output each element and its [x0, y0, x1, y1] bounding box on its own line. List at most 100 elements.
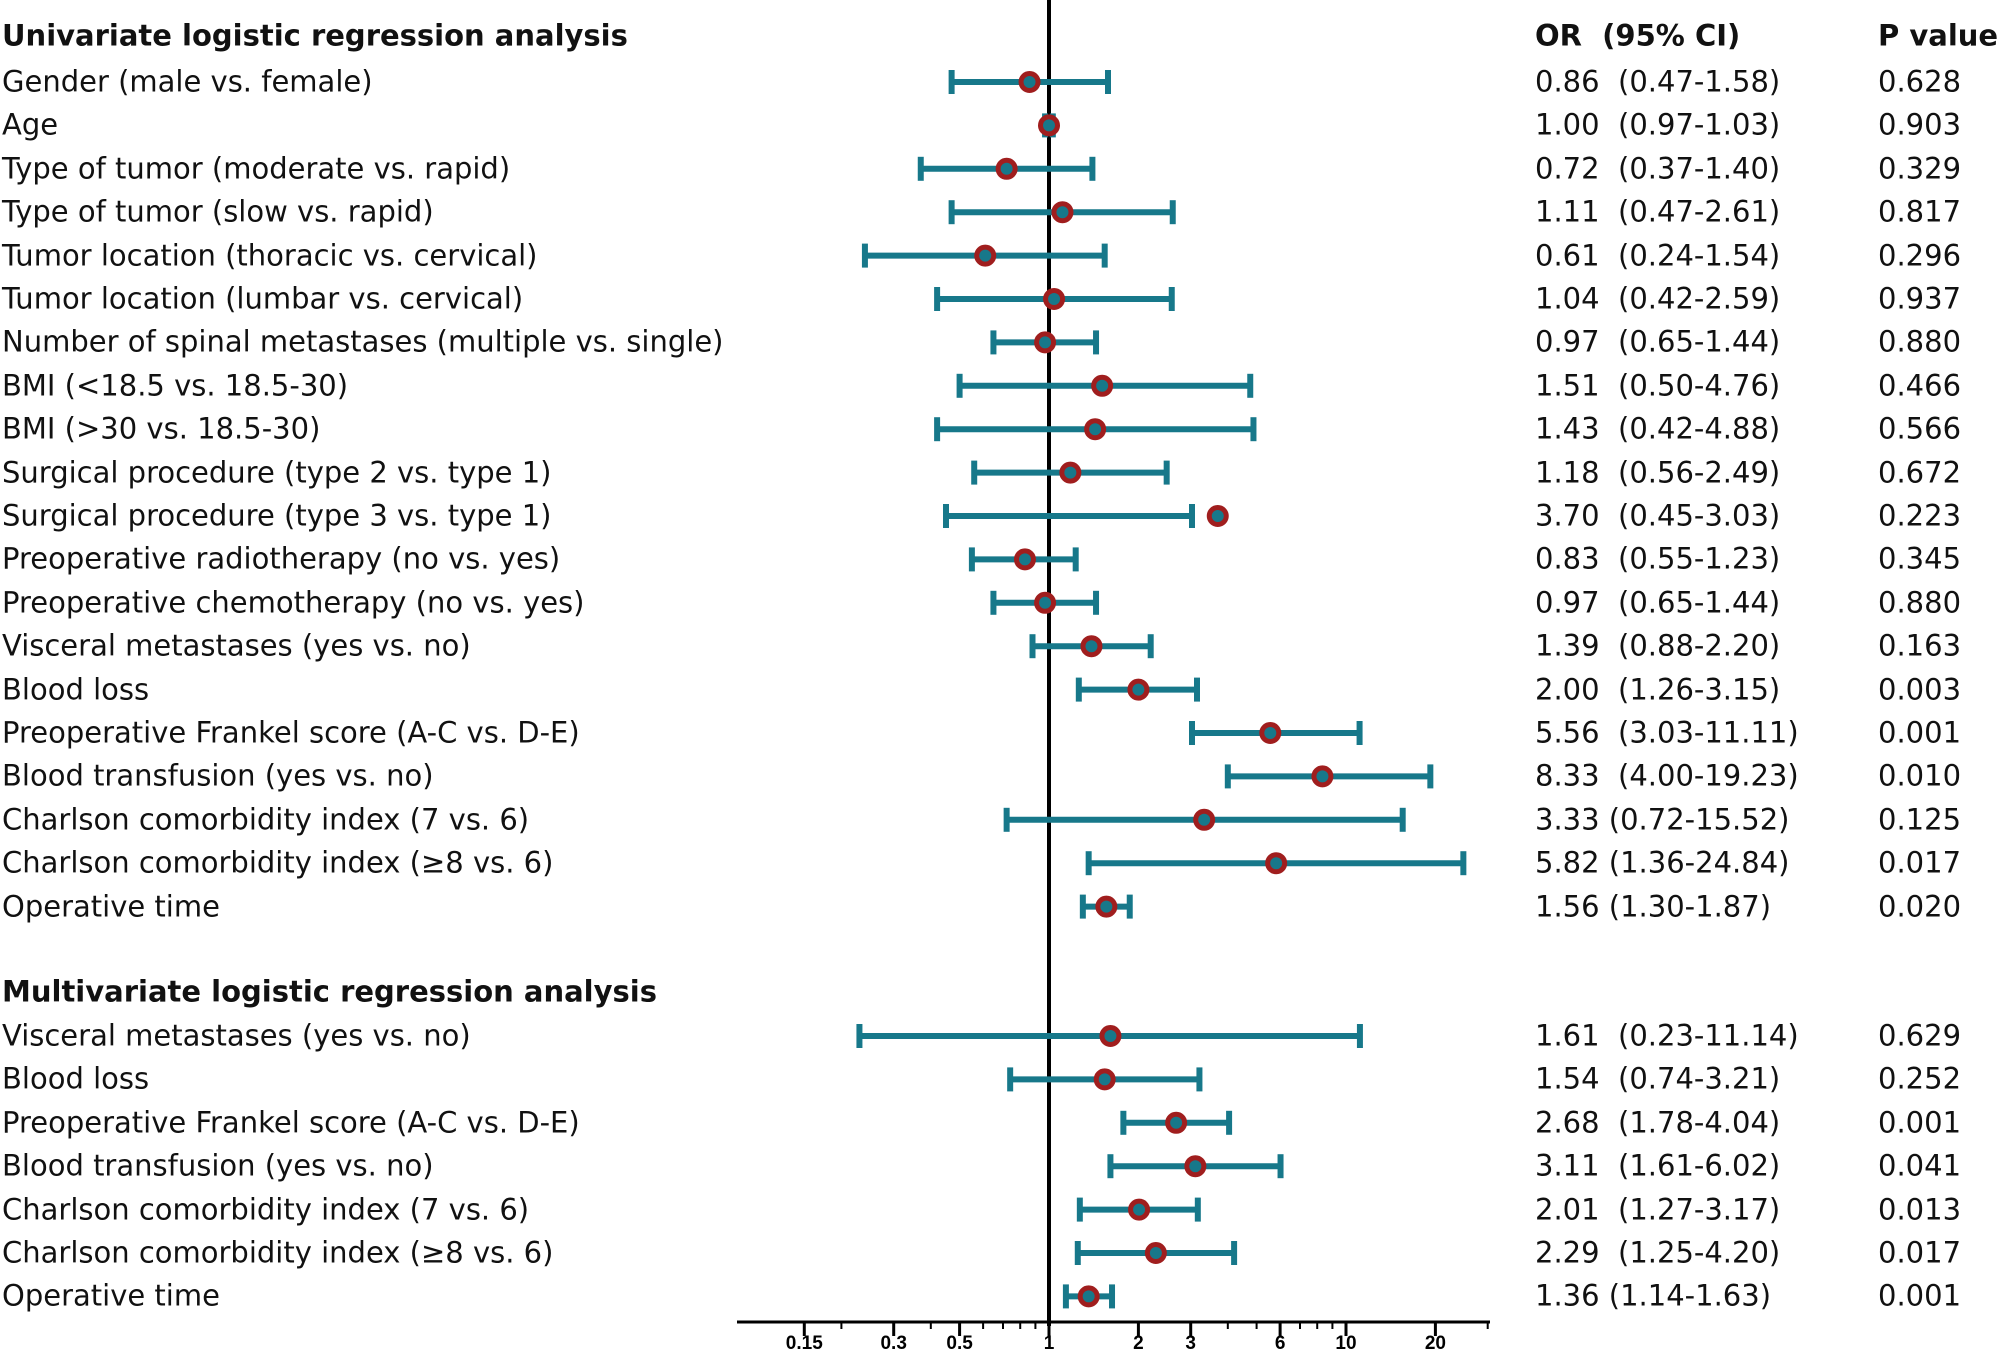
odds-ratio-point [1091, 374, 1114, 397]
odds-ratio-point [1206, 505, 1229, 527]
odds-ratio-point [1077, 1285, 1100, 1308]
row-label: Charlson comorbidity index (≥8 vs. 6) [2, 1235, 554, 1270]
x-tick-label: 10 [1335, 1333, 1356, 1352]
row-label: Preoperative Frankel score (A-C vs. D-E) [2, 1105, 580, 1140]
row-label: Surgical procedure (type 3 vs. type 1) [2, 498, 552, 533]
odds-ratio-point [1059, 461, 1082, 484]
p-value: 0.041 [1878, 1148, 1962, 1183]
x-tick-label: 20 [1425, 1333, 1446, 1352]
p-value: 0.163 [1878, 628, 1962, 663]
row-label: Charlson comorbidity index (≥8 vs. 6) [2, 845, 554, 880]
p-value: 0.628 [1878, 64, 1962, 99]
p-value: 0.223 [1878, 498, 1962, 533]
odds-ratio-value: 1.00 (0.97-1.03) [1535, 107, 1781, 142]
p-value: 0.013 [1878, 1192, 1962, 1227]
odds-ratio-point [974, 244, 997, 267]
p-value: 0.566 [1878, 411, 1962, 446]
odds-ratio-value: 1.61 (0.23-11.14) [1535, 1018, 1799, 1053]
p-value: 0.017 [1878, 1235, 1962, 1270]
odds-ratio-value: 1.39 (0.88-2.20) [1535, 628, 1781, 663]
odds-ratio-value: 8.33 (4.00-19.23) [1535, 758, 1799, 793]
odds-ratio-value: 1.54 (0.74-3.21) [1535, 1061, 1781, 1096]
odds-ratio-value: 0.83 (0.55-1.23) [1535, 541, 1781, 576]
odds-ratio-point [1013, 548, 1036, 571]
p-value: 0.466 [1878, 368, 1962, 403]
odds-ratio-point [1084, 418, 1107, 441]
p-value: 0.125 [1878, 802, 1962, 837]
p-value: 0.880 [1878, 324, 1962, 359]
p-value: 0.903 [1878, 107, 1962, 142]
row-label: BMI (>30 vs. 18.5-30) [2, 411, 321, 446]
odds-ratio-value: 1.36 (1.14-1.63) [1535, 1278, 1772, 1313]
odds-ratio-point [1038, 114, 1060, 137]
row-label: Tumor location (thoracic vs. cervical) [2, 238, 538, 273]
odds-ratio-point [1034, 591, 1057, 614]
odds-ratio-point [1127, 678, 1150, 701]
odds-ratio-value: 1.43 (0.42-4.88) [1535, 411, 1781, 446]
odds-ratio-value: 3.33 (0.72-15.52) [1535, 802, 1790, 837]
p-value: 0.003 [1878, 672, 1962, 707]
p-value: 0.345 [1878, 541, 1962, 576]
x-tick-label: 0.5 [946, 1333, 973, 1352]
odds-ratio-point [1259, 722, 1282, 744]
odds-ratio-value: 2.29 (1.25-4.20) [1535, 1235, 1781, 1270]
odds-ratio-point [995, 157, 1018, 180]
p-value: 0.629 [1878, 1018, 1962, 1053]
row-label: Charlson comorbidity index (7 vs. 6) [2, 802, 530, 837]
p-value: 0.880 [1878, 585, 1962, 620]
p-value: 0.252 [1878, 1061, 1962, 1096]
x-tick-label: 0.3 [880, 1333, 906, 1352]
odds-ratio-value: 0.97 (0.65-1.44) [1535, 585, 1781, 620]
row-label: Blood loss [2, 1061, 150, 1096]
odds-ratio-point [1265, 852, 1288, 875]
odds-ratio-point [1018, 71, 1041, 93]
odds-ratio-point [1193, 808, 1216, 831]
odds-ratio-point [1165, 1111, 1188, 1134]
odds-ratio-value: 3.70 (0.45-3.03) [1535, 498, 1781, 533]
row-label: BMI (<18.5 vs. 18.5-30) [2, 368, 349, 403]
row-label: Gender (male vs. female) [2, 64, 373, 99]
p-value: 0.010 [1878, 758, 1962, 793]
or-column-header: OR (95% CI) [1535, 18, 1741, 53]
x-tick-label: 3 [1185, 1333, 1196, 1352]
row-label: Type of tumor (moderate vs. rapid) [2, 151, 511, 186]
odds-ratio-value: 5.56 (3.03-11.11) [1535, 715, 1799, 750]
odds-ratio-value: 3.11 (1.61-6.02) [1535, 1148, 1781, 1183]
p-value: 0.672 [1878, 455, 1962, 490]
section-title: Univariate logistic regression analysis [2, 18, 628, 53]
p-value: 0.296 [1878, 238, 1962, 273]
odds-ratio-value: 1.11 (0.47-2.61) [1535, 194, 1781, 229]
odds-ratio-point [1093, 1068, 1116, 1091]
x-tick-label: 1 [1044, 1333, 1055, 1352]
row-label: Age [2, 107, 59, 142]
odds-ratio-value: 5.82 (1.36-24.84) [1535, 845, 1790, 880]
odds-ratio-point [1051, 201, 1074, 224]
row-label: Visceral metastases (yes vs. no) [2, 1018, 471, 1053]
x-tick-label: 0.15 [786, 1333, 823, 1352]
row-label: Visceral metastases (yes vs. no) [2, 628, 471, 663]
p-value: 0.817 [1878, 194, 1962, 229]
odds-ratio-point [1099, 1025, 1122, 1047]
row-label: Charlson comorbidity index (7 vs. 6) [2, 1192, 530, 1227]
p-value: 0.001 [1878, 1105, 1962, 1140]
odds-ratio-point [1184, 1155, 1207, 1178]
odds-ratio-value: 1.04 (0.42-2.59) [1535, 281, 1781, 316]
p-value: 0.937 [1878, 281, 1962, 316]
odds-ratio-value: 1.51 (0.50-4.76) [1535, 368, 1781, 403]
p-value: 0.329 [1878, 151, 1962, 186]
section-title: Multivariate logistic regression analysi… [2, 974, 657, 1009]
odds-ratio-point [1311, 765, 1334, 788]
odds-ratio-point [1128, 1198, 1151, 1221]
odds-ratio-point [1034, 331, 1057, 354]
odds-ratio-value: 1.18 (0.56-2.49) [1535, 455, 1781, 490]
row-label: Preoperative chemotherapy (no vs. yes) [2, 585, 585, 620]
p-value: 0.020 [1878, 889, 1962, 924]
odds-ratio-point [1043, 288, 1066, 310]
row-label: Surgical procedure (type 2 vs. type 1) [2, 455, 552, 490]
p-value: 0.001 [1878, 1278, 1962, 1313]
p-value: 0.017 [1878, 845, 1962, 880]
odds-ratio-value: 1.56 (1.30-1.87) [1535, 889, 1772, 924]
row-label: Blood transfusion (yes vs. no) [2, 1148, 434, 1183]
odds-ratio-value: 0.61 (0.24-1.54) [1535, 238, 1781, 273]
p-value-column-header: P value [1878, 18, 1999, 53]
